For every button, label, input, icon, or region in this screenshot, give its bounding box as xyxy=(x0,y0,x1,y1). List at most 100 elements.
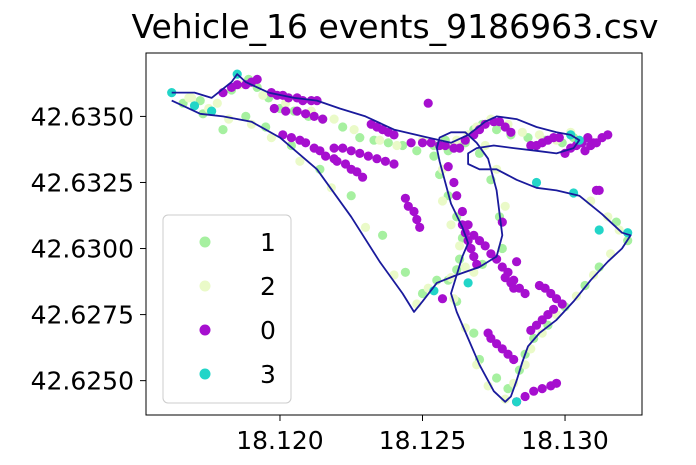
data-point-series-0 xyxy=(506,127,516,137)
data-point-series-2 xyxy=(534,130,545,140)
plot-area xyxy=(167,69,633,407)
y-tick-label: 42.6350 xyxy=(31,102,134,131)
legend-label-3: 3 xyxy=(260,360,276,389)
data-point-series-2 xyxy=(349,125,359,135)
data-point-series-1 xyxy=(338,122,348,132)
data-point-series-2 xyxy=(517,127,527,137)
data-point-series-0 xyxy=(537,384,547,394)
data-point-series-3 xyxy=(189,101,200,111)
data-point-series-1 xyxy=(383,138,393,148)
data-point-series-1 xyxy=(492,373,502,383)
data-point-series-0 xyxy=(363,151,373,161)
data-point-series-0 xyxy=(557,299,567,309)
data-point-series-0 xyxy=(269,103,279,114)
data-point-series-0 xyxy=(466,243,476,254)
data-point-series-0 xyxy=(554,133,564,143)
data-point-series-2 xyxy=(266,133,276,143)
data-point-series-1 xyxy=(412,146,422,156)
data-point-series-0 xyxy=(437,294,448,304)
x-tick-label: 18.120 xyxy=(236,426,323,455)
data-point-series-2 xyxy=(187,93,197,103)
data-point-series-1 xyxy=(429,151,439,161)
legend-marker-1 xyxy=(199,236,211,248)
data-point-series-0 xyxy=(298,96,308,106)
data-point-series-0 xyxy=(551,378,562,388)
data-point-series-2 xyxy=(375,135,385,145)
legend: 1 2 0 3 xyxy=(162,214,292,404)
data-point-series-0 xyxy=(415,222,425,232)
data-point-series-2 xyxy=(224,114,234,124)
data-point-series-0 xyxy=(509,283,519,293)
data-point-series-0 xyxy=(372,154,382,164)
data-point-series-0 xyxy=(594,185,604,195)
data-point-series-0 xyxy=(469,251,479,262)
data-point-series-2 xyxy=(500,201,510,211)
legend-marker-0 xyxy=(199,324,211,336)
data-point-series-0 xyxy=(529,386,539,396)
data-point-series-1 xyxy=(286,140,296,151)
data-point-series-0 xyxy=(452,191,462,201)
legend-marker-2 xyxy=(199,280,211,292)
x-tick-label: 18.130 xyxy=(521,426,608,455)
data-point-series-2 xyxy=(446,220,456,230)
legend-box xyxy=(162,214,292,404)
data-point-series-0 xyxy=(457,206,467,217)
data-point-series-0 xyxy=(603,130,613,140)
data-point-series-1 xyxy=(346,191,356,201)
x-axis: 18.120 18.125 18.130 xyxy=(236,415,609,455)
data-point-series-3 xyxy=(463,278,473,288)
data-point-series-2 xyxy=(437,196,448,206)
data-point-series-0 xyxy=(281,106,291,116)
data-point-series-0 xyxy=(406,138,416,148)
data-point-series-3 xyxy=(511,397,522,407)
legend-label-2: 2 xyxy=(260,272,276,301)
data-point-series-0 xyxy=(497,217,507,227)
data-point-series-2 xyxy=(603,212,613,222)
data-point-series-0 xyxy=(332,156,342,166)
data-point-series-0 xyxy=(511,257,522,267)
data-point-series-0 xyxy=(492,254,502,264)
data-point-series-0 xyxy=(520,288,530,299)
data-point-series-2 xyxy=(455,241,465,251)
data-point-series-2 xyxy=(360,222,371,232)
data-point-series-0 xyxy=(286,133,296,143)
legend-marker-3 xyxy=(199,368,211,380)
axes-frame xyxy=(145,52,643,416)
data-point-series-0 xyxy=(400,193,410,203)
data-point-series-0 xyxy=(449,177,459,188)
data-point-series-2 xyxy=(460,262,470,272)
data-point-series-0 xyxy=(380,156,390,166)
data-point-series-2 xyxy=(295,156,305,166)
legend-label-1: 1 xyxy=(260,228,276,257)
data-point-series-0 xyxy=(346,146,356,156)
data-point-series-0 xyxy=(338,143,348,153)
data-point-series-0 xyxy=(549,304,559,314)
data-point-series-0 xyxy=(321,151,331,161)
data-point-series-1 xyxy=(400,267,410,277)
data-point-series-0 xyxy=(443,162,453,172)
chart-title: Vehicle_16 events_9186963.csv xyxy=(131,7,658,46)
data-point-series-0 xyxy=(426,138,436,148)
y-tick-label: 42.6300 xyxy=(31,235,134,264)
data-point-series-3 xyxy=(207,106,217,116)
data-point-series-0 xyxy=(509,354,519,365)
data-point-series-0 xyxy=(301,138,311,148)
data-point-series-2 xyxy=(500,394,510,404)
data-point-series-0 xyxy=(520,391,530,402)
legend-label-0: 0 xyxy=(260,316,276,345)
data-point-series-0 xyxy=(389,130,399,140)
data-point-series-2 xyxy=(258,90,268,100)
data-point-series-2 xyxy=(212,98,222,108)
data-point-series-0 xyxy=(480,119,490,129)
data-point-series-0 xyxy=(329,143,339,153)
y-tick-label: 42.6325 xyxy=(31,168,134,197)
data-point-series-0 xyxy=(309,111,319,121)
data-point-series-1 xyxy=(355,133,365,143)
data-point-series-0 xyxy=(318,114,328,124)
x-tick-label: 18.125 xyxy=(379,426,466,455)
data-point-series-0 xyxy=(292,106,302,116)
vehicle-track-line xyxy=(171,73,632,403)
data-point-series-0 xyxy=(232,80,242,90)
